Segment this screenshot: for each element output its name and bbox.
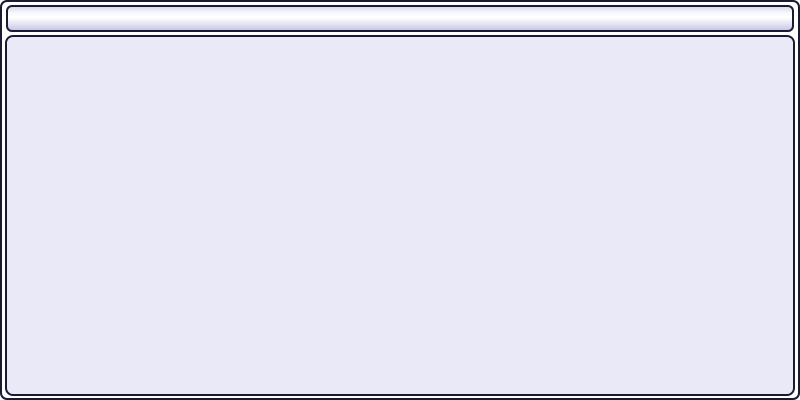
title-bar [6,5,794,32]
chart-panel [5,35,795,396]
y-axis-title [7,161,20,251]
